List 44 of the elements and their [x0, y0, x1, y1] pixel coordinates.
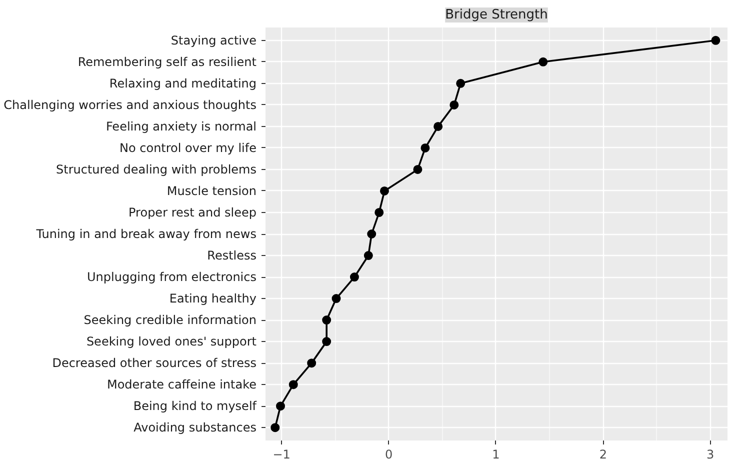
- y-tick-label: Unplugging from electronics: [87, 270, 257, 284]
- y-tick-label: Eating healthy: [169, 292, 257, 306]
- point: [380, 186, 389, 196]
- point: [538, 57, 548, 66]
- y-tick-label: Challenging worries and anxious thoughts: [4, 98, 257, 112]
- y-tick-label: Feeling anxiety is normal: [106, 119, 256, 134]
- y-tick-label: Seeking loved ones' support: [86, 334, 257, 349]
- y-tick-label: No control over my life: [120, 140, 256, 155]
- y-tick-label: Proper rest and sleep: [128, 205, 256, 220]
- point: [374, 208, 384, 217]
- y-tick-label: Remembering self as resilient: [78, 54, 257, 69]
- y-tick-label: Muscle tension: [166, 184, 257, 198]
- x-tick-label: 0: [384, 448, 393, 461]
- y-tick-label: Restless: [207, 248, 256, 263]
- point: [322, 337, 332, 346]
- point: [434, 122, 443, 131]
- y-tick-label: Moderate caffeine intake: [106, 378, 257, 392]
- x-tick-label: 2: [599, 448, 607, 461]
- y-tick-label: Staying active: [170, 33, 256, 48]
- y-tick-label: Relaxing and meditating: [109, 76, 256, 90]
- x-tick-label: 1: [492, 448, 500, 461]
- y-tick-label: Avoiding substances: [134, 420, 257, 435]
- point: [420, 143, 430, 152]
- y-tick-label: Being kind to myself: [133, 399, 258, 414]
- point: [322, 316, 332, 325]
- point: [332, 294, 341, 304]
- point: [270, 423, 280, 432]
- x-tick-label: −1: [272, 448, 290, 461]
- chart-title: Bridge Strength: [445, 8, 548, 22]
- y-tick-label: Tuning in and break away from news: [35, 227, 257, 241]
- y-tick-label: Structured dealing with problems: [56, 162, 257, 176]
- y-tick-label: Decreased other sources of stress: [52, 356, 257, 370]
- point: [350, 272, 359, 282]
- point: [276, 402, 286, 411]
- point: [364, 251, 373, 260]
- point: [450, 100, 459, 110]
- x-tick-label: 3: [706, 448, 714, 461]
- point: [307, 358, 316, 368]
- point: [288, 380, 298, 390]
- point: [367, 230, 376, 238]
- y-tick-label: Seeking credible information: [84, 313, 257, 328]
- point: [456, 78, 466, 88]
- point: [413, 164, 422, 174]
- point: [711, 36, 720, 45]
